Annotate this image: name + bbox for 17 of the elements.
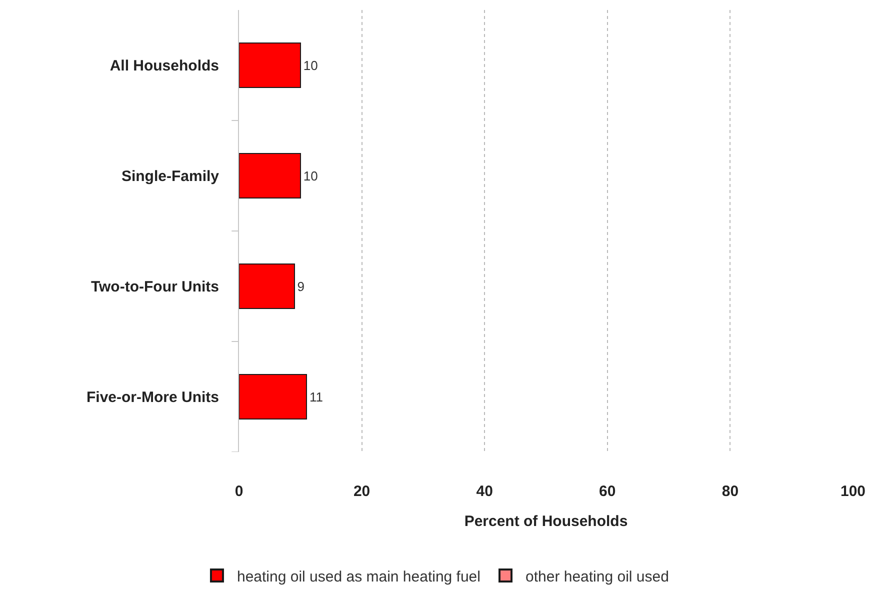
data-label: 11: [310, 389, 324, 404]
data-label: 9: [297, 278, 304, 294]
x-axis-title: Percent of Households: [464, 513, 628, 530]
legend-label: other heating oil used: [525, 568, 669, 586]
y-tick-label: Single-Family: [121, 168, 220, 185]
y-tick-label: Two-to-Four Units: [90, 278, 219, 296]
data-label: 10: [303, 58, 318, 73]
x-tick-label: 0: [234, 483, 244, 500]
legend-label: heating oil used as main heating fuel: [236, 568, 480, 586]
data-label: 10: [303, 168, 318, 184]
x-tick-label: 100: [840, 483, 866, 500]
y-tick-label: All Households: [110, 58, 219, 74]
y-tick-label: Five-or-More Units: [86, 389, 219, 406]
x-tick-label: 60: [599, 483, 616, 500]
x-tick-label: 20: [353, 483, 370, 500]
x-tick-label: 80: [722, 483, 739, 500]
x-tick-label: 40: [476, 483, 493, 500]
